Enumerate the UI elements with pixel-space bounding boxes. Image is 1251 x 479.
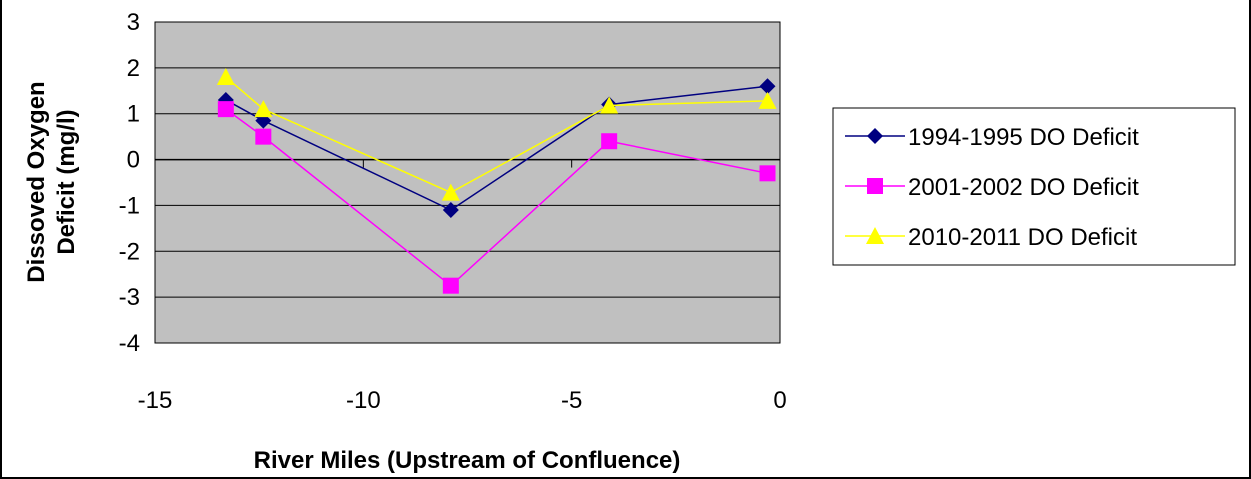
data-point-diamond	[442, 202, 459, 219]
legend-marker-square	[867, 178, 883, 194]
y-tick-label: 3	[127, 9, 140, 36]
legend-entry: 2010-2011 DO Deficit	[845, 224, 1137, 251]
data-point-square	[601, 133, 618, 150]
y-tick-label: -3	[119, 284, 140, 311]
legend-label: 1994-1995 DO Deficit	[908, 124, 1139, 151]
plot-area	[154, 21, 781, 344]
legend-marker-triangle	[866, 227, 884, 244]
y-axis-title-line-1: Dissoved Oxygen	[23, 81, 50, 282]
legend-entry: 2001-2002 DO Deficit	[845, 174, 1139, 201]
y-tick-label: -2	[119, 238, 140, 265]
data-point-square	[759, 165, 776, 182]
data-point-triangle	[441, 183, 460, 201]
series-layer	[216, 68, 777, 294]
legend-entry: 1994-1995 DO Deficit	[845, 124, 1139, 151]
series-2	[217, 101, 776, 294]
data-point-triangle	[216, 68, 235, 86]
legend-label: 2010-2011 DO Deficit	[908, 224, 1137, 251]
data-point-diamond	[759, 78, 776, 95]
legend: 1994-1995 DO Deficit 2001-2002 DO Deficit…	[832, 107, 1236, 266]
x-tick-label: -15	[138, 387, 173, 414]
x-tick-label: -10	[346, 387, 381, 414]
data-point-square	[255, 128, 272, 145]
data-point-square	[442, 277, 459, 294]
y-axis-ticks: -4 -3 -2 -1 0 1 2 3	[119, 9, 140, 357]
x-axis-title: River Miles (Upstream of Confluence)	[254, 447, 681, 474]
data-point-square	[217, 101, 234, 118]
y-tick-label: 1	[127, 101, 140, 128]
data-point-triangle	[758, 91, 777, 109]
y-tick-label: 0	[127, 147, 140, 174]
y-tick-label: -1	[119, 192, 140, 219]
legend-label: 2001-2002 DO Deficit	[908, 174, 1139, 201]
data-point-triangle	[600, 96, 619, 114]
series-3	[216, 68, 777, 201]
y-tick-label: -4	[119, 330, 140, 357]
x-axis-ticks: -15 -10 -5 0	[138, 159, 787, 414]
y-tick-label: 2	[127, 55, 140, 82]
y-axis-title-line-2: Deficit (mg/l)	[53, 109, 80, 254]
x-tick-label: -5	[561, 387, 582, 414]
legend-marker-diamond	[867, 128, 883, 144]
x-tick-label: 0	[773, 387, 786, 414]
data-point-triangle	[254, 100, 273, 118]
